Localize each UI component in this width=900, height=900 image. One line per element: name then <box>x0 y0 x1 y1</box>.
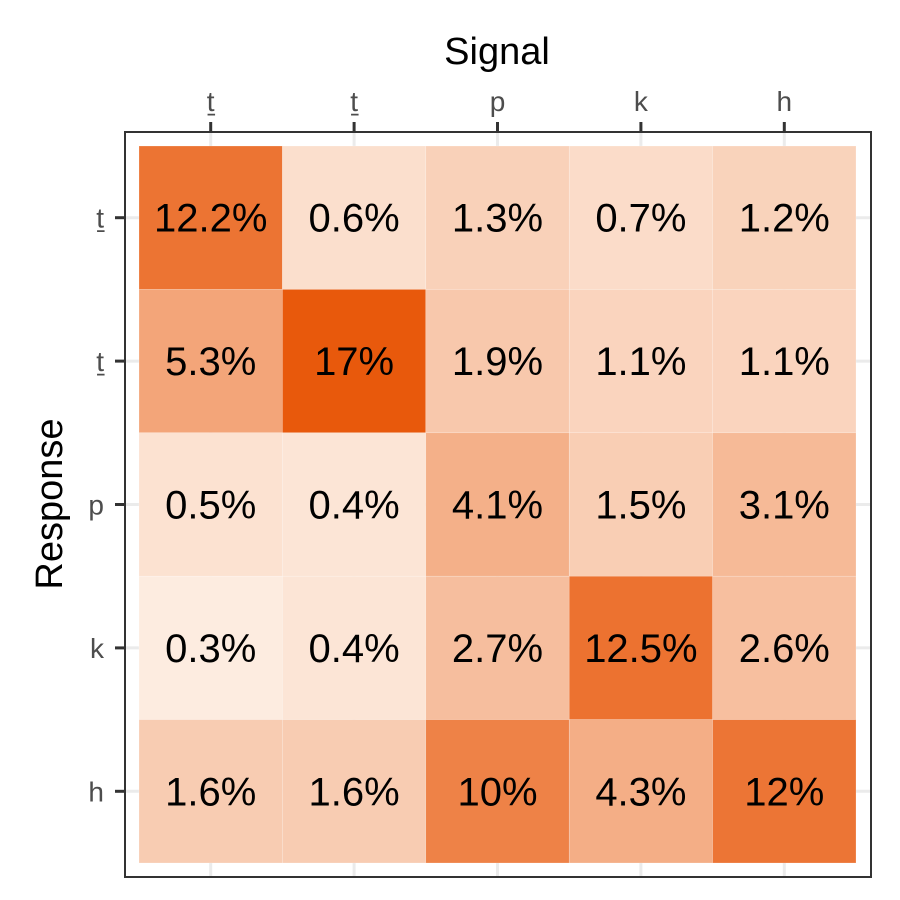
cell-value-label: 0.7% <box>595 197 686 241</box>
heatmap-cell <box>425 289 570 434</box>
heatmap-cell <box>712 719 857 864</box>
cell-value-label: 1.2% <box>739 197 830 241</box>
cell-value-label: 4.1% <box>452 484 543 528</box>
x-axis-title: Signal <box>444 31 550 73</box>
heatmap-cell <box>568 719 713 864</box>
cell-value-label: 1.5% <box>595 484 686 528</box>
cell-value-label: 5.3% <box>165 340 256 384</box>
y-tick-label: ṯ <box>96 203 105 234</box>
cell-value-label: 12% <box>744 770 824 814</box>
cell-value-label: 0.5% <box>165 484 256 528</box>
heatmap-cell <box>138 432 283 577</box>
heatmap-cell <box>712 575 857 720</box>
y-tick-label: k <box>90 633 105 664</box>
x-tick-label: ṯ <box>350 86 359 117</box>
y-tick-label: p <box>88 490 104 521</box>
cell-value-label: 1.3% <box>452 197 543 241</box>
heatmap-cell <box>568 289 713 434</box>
cell-value-label: 0.6% <box>309 197 400 241</box>
y-tick-label: ṯ <box>96 346 105 377</box>
heatmap-cell <box>712 289 857 434</box>
heatmap-cell <box>425 575 570 720</box>
heatmap-cell <box>282 432 427 577</box>
cell-value-label: 17% <box>314 340 394 384</box>
heatmap-cell <box>425 432 570 577</box>
heatmap-cell <box>282 289 427 434</box>
heatmap-cell <box>425 719 570 864</box>
heatmap-cell <box>282 575 427 720</box>
heatmap-cell <box>138 145 283 290</box>
heatmap-cell <box>568 432 713 577</box>
y-axis-title: Response <box>29 418 71 589</box>
x-tick-label: p <box>490 86 506 117</box>
heatmap-cell <box>568 145 713 290</box>
cell-value-label: 1.6% <box>309 770 400 814</box>
cell-value-label: 0.4% <box>309 484 400 528</box>
cell-value-label: 2.6% <box>739 627 830 671</box>
cell-value-label: 1.1% <box>595 340 686 384</box>
cell-value-label: 0.3% <box>165 627 256 671</box>
heatmap-cell <box>282 145 427 290</box>
heatmap-cell <box>712 432 857 577</box>
cell-value-label: 2.7% <box>452 627 543 671</box>
cell-value-label: 1.6% <box>165 770 256 814</box>
plot-area: 12.2% 0.6% 1.3% 0.7% 1.2% 5.3% 17% 1.9% 1.1% 1.1%… <box>88 86 872 878</box>
heatmap-cell <box>425 145 570 290</box>
cell-value-label: 12.2% <box>154 197 267 241</box>
y-tick-label: h <box>88 776 104 807</box>
x-tick-label: h <box>777 86 793 117</box>
heatmap-cell <box>568 575 713 720</box>
heatmap-cell <box>282 719 427 864</box>
heatmap-cell <box>138 575 283 720</box>
cell-value-label: 4.3% <box>595 770 686 814</box>
cell-value-label: 3.1% <box>739 484 830 528</box>
cell-value-label: 12.5% <box>584 627 697 671</box>
cell-value-label: 1.1% <box>739 340 830 384</box>
x-tick-label: k <box>634 86 649 117</box>
cell-value-label: 1.9% <box>452 340 543 384</box>
cell-value-label: 0.4% <box>309 627 400 671</box>
x-tick-label: ṯ <box>207 86 216 117</box>
heatmap-cell <box>712 145 857 290</box>
cell-value-label: 10% <box>457 770 537 814</box>
